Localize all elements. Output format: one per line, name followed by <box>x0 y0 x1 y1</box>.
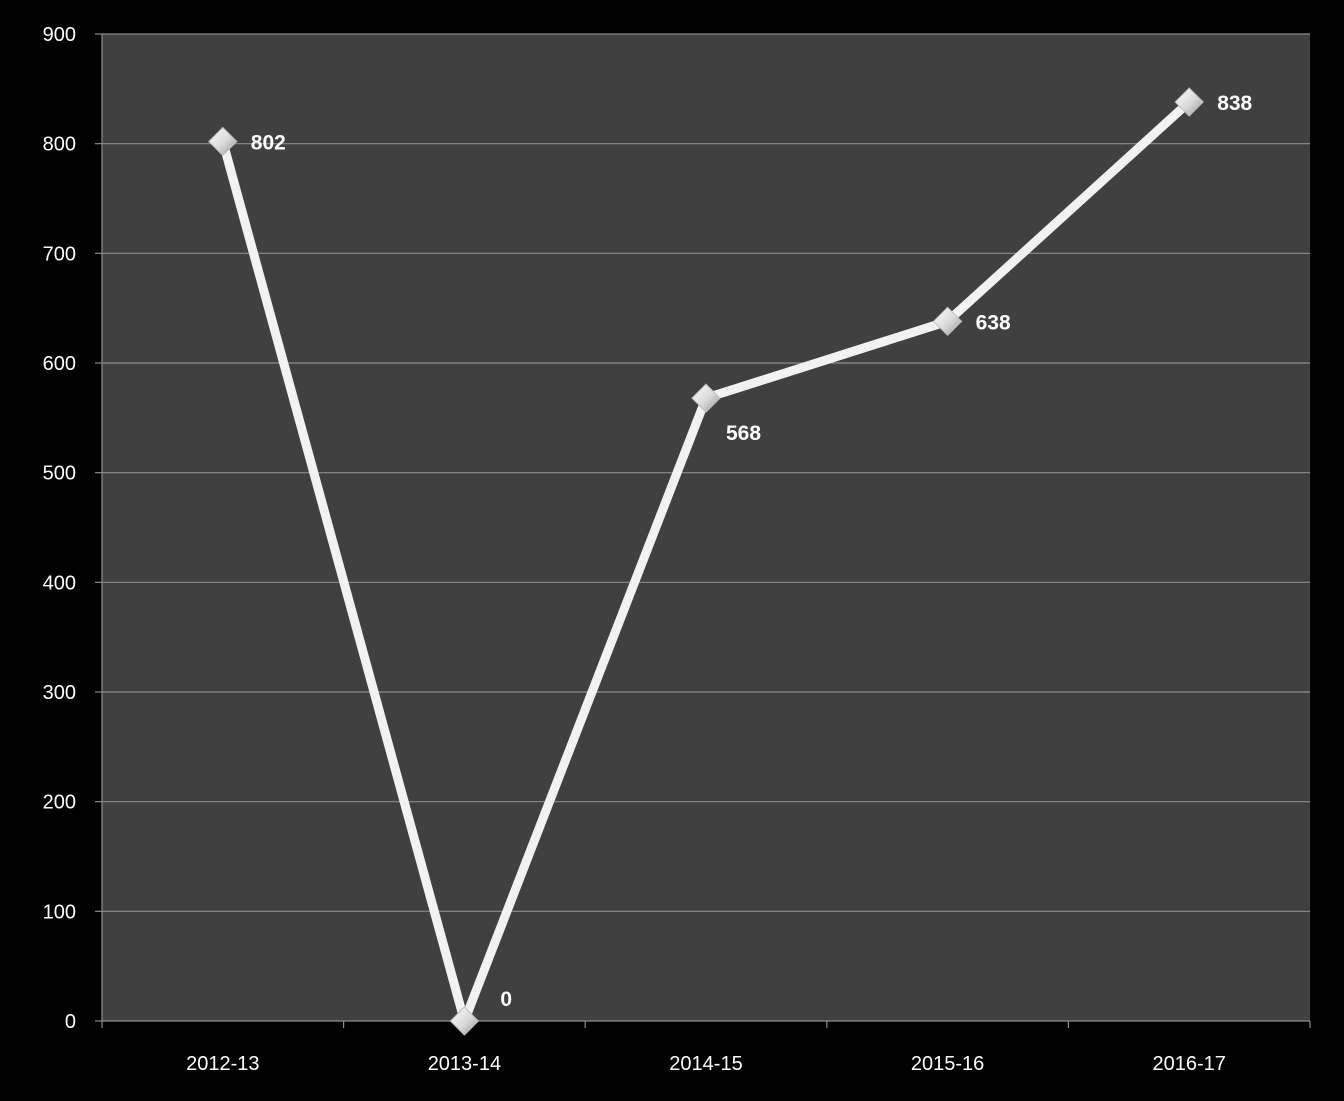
data-point-2014-15 <box>691 383 721 413</box>
data-label-2012-13: 802 <box>251 131 286 154</box>
axes <box>95 33 1311 1028</box>
data-point-2015-16 <box>932 306 963 337</box>
data-point-2012-13 <box>208 126 238 157</box>
data-label-2015-16: 638 <box>976 311 1011 334</box>
y-tick-label-600: 600 <box>43 353 76 375</box>
x-tick-label-2014-15: 2014-15 <box>669 1053 742 1075</box>
y-tick-label-400: 400 <box>43 572 76 594</box>
plot-area <box>102 34 1310 1021</box>
x-tick-label-2012-13: 2012-13 <box>186 1053 259 1075</box>
data-label-2013-14: 0 <box>500 988 512 1011</box>
y-tick-label-200: 200 <box>43 792 76 814</box>
series-markers <box>208 87 1204 1036</box>
y-tick-label-100: 100 <box>43 901 76 923</box>
x-tick-label-2016-17: 2016-17 <box>1152 1053 1225 1075</box>
data-point-2013-14 <box>449 1006 480 1036</box>
x-axis-tick-labels: 2012-13 2013-14 2014-15 2015-16 2016-17 <box>186 1053 1226 1075</box>
gridlines <box>102 33 1310 912</box>
data-point-2016-17 <box>1174 87 1204 117</box>
x-tick-label-2013-14: 2013-14 <box>428 1053 501 1075</box>
data-label-2014-15: 568 <box>726 422 761 445</box>
y-tick-label-300: 300 <box>43 682 76 704</box>
y-tick-label-0: 0 <box>65 1011 76 1033</box>
y-tick-label-500: 500 <box>43 463 76 485</box>
y-tick-label-700: 700 <box>43 243 76 265</box>
data-labels: 802 0 568 638 838 <box>251 92 1253 1011</box>
y-tick-label-900: 900 <box>43 24 76 46</box>
y-axis-tick-labels: 0 100 200 300 400 500 600 700 800 900 <box>43 24 76 1033</box>
x-tick-label-2015-16: 2015-16 <box>911 1053 984 1075</box>
y-tick-label-800: 800 <box>43 134 76 156</box>
data-label-2016-17: 838 <box>1217 92 1252 115</box>
